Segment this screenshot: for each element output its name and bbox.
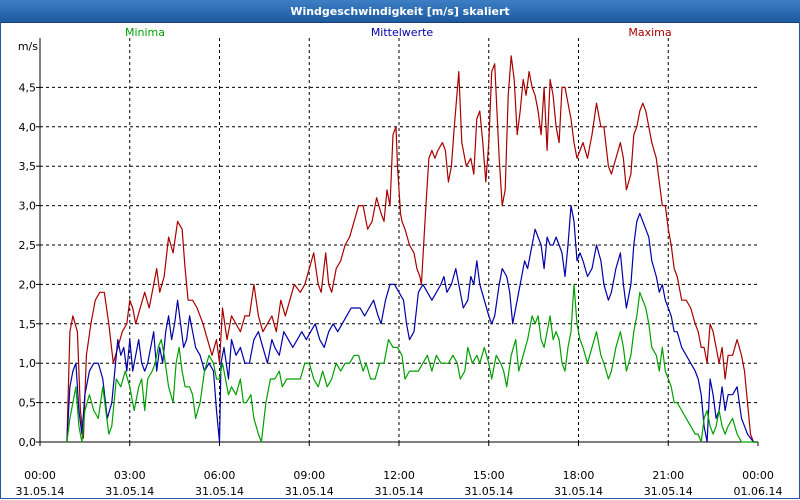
x-tick-date: 31.05.14 bbox=[464, 485, 513, 498]
y-tick-label: 4,0 bbox=[19, 121, 37, 134]
legend-maxima: Maxima bbox=[628, 26, 671, 39]
series-line-minima bbox=[66, 283, 758, 443]
axes bbox=[36, 38, 759, 446]
grid bbox=[40, 38, 758, 442]
x-tick-time: 21:00 bbox=[652, 469, 684, 482]
x-tick-date: 31.05.14 bbox=[644, 485, 693, 498]
series-line-mittelwerte bbox=[66, 205, 758, 443]
x-tick-time: 06:00 bbox=[204, 469, 236, 482]
x-tick-time: 09:00 bbox=[293, 469, 325, 482]
x-tick-date: 31.05.14 bbox=[554, 485, 603, 498]
y-tick-label: 1,0 bbox=[19, 357, 37, 370]
legend-minima: Minima bbox=[125, 26, 165, 39]
y-tick-label: 0,0 bbox=[19, 436, 37, 449]
x-tick-time: 15:00 bbox=[473, 469, 505, 482]
x-tick-time: 12:00 bbox=[383, 469, 415, 482]
series-lines bbox=[66, 55, 758, 443]
x-tick-time: 00:00 bbox=[742, 469, 774, 482]
legend: Minima Mittelwerte Maxima bbox=[125, 26, 672, 39]
series-line-maxima bbox=[66, 55, 758, 443]
y-tick-label: 4,5 bbox=[19, 81, 37, 94]
x-tick-time: 03:00 bbox=[114, 469, 146, 482]
y-tick-label: 1,5 bbox=[19, 318, 37, 331]
y-tick-label: 3,5 bbox=[19, 160, 37, 173]
y-tick-label: 2,0 bbox=[19, 278, 37, 291]
x-tick-date: 31.05.14 bbox=[195, 485, 244, 498]
x-tick-date: 01.06.14 bbox=[734, 485, 783, 498]
y-tick-label: 2,5 bbox=[19, 239, 37, 252]
y-tick-label: 3,0 bbox=[19, 200, 37, 213]
x-tick-date: 31.05.14 bbox=[105, 485, 154, 498]
tick-labels: 0,0 0,5 1,0 1,5 2,0 2,5 3,0 3,5 4,0 4,5 m/s 00:00 31… bbox=[16, 40, 783, 498]
x-tick-time: 00:00 bbox=[24, 469, 56, 482]
x-tick-date: 31.05.14 bbox=[375, 485, 424, 498]
x-tick-time: 18:00 bbox=[563, 469, 595, 482]
y-axis-label: m/s bbox=[18, 40, 38, 53]
x-tick-date: 31.05.14 bbox=[285, 485, 334, 498]
legend-mittelwerte: Mittelwerte bbox=[371, 26, 434, 39]
x-tick-date: 31.05.14 bbox=[16, 485, 65, 498]
y-tick-label: 0,5 bbox=[19, 397, 37, 410]
chart-title: Windgeschwindigkeit [m/s] skaliert bbox=[0, 0, 800, 23]
